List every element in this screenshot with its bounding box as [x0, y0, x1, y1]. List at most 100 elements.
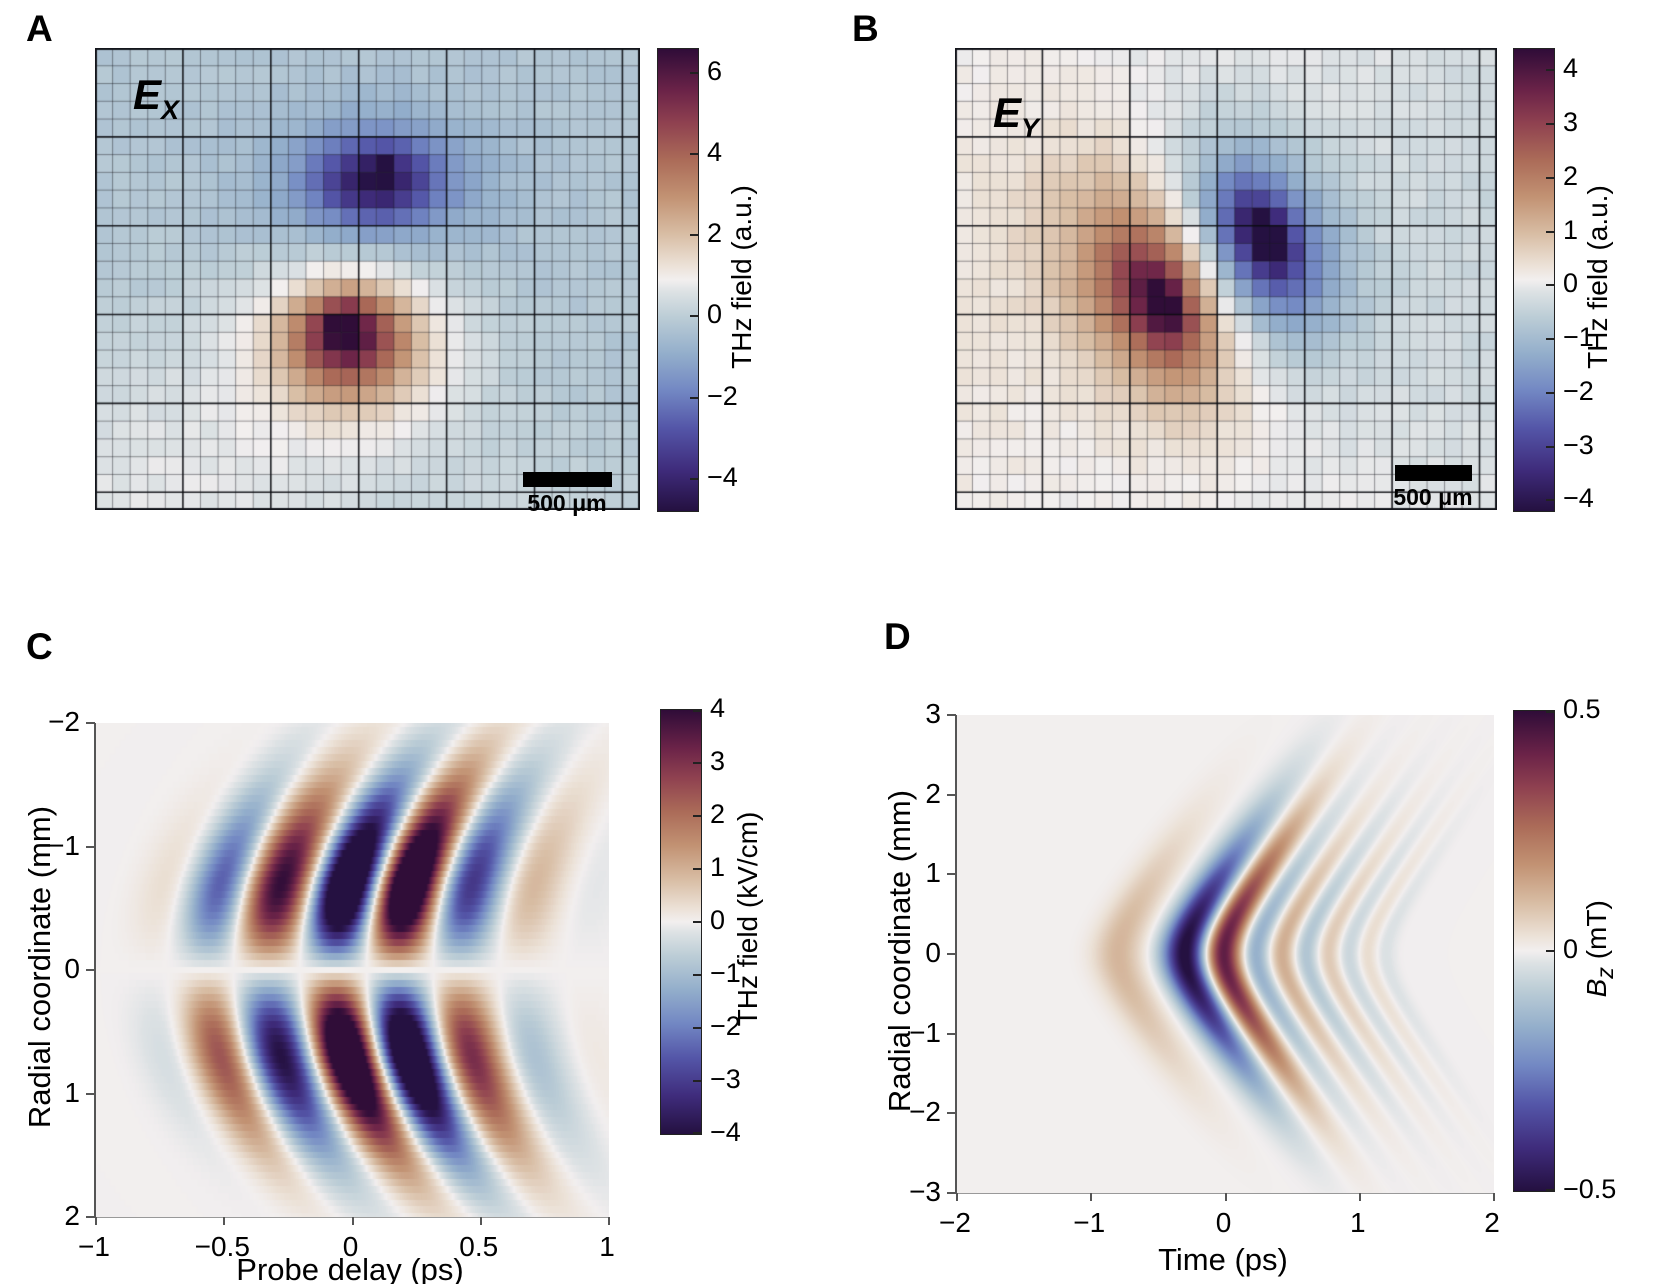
bz-symbol: B	[1581, 978, 1613, 998]
x-tick-label: 1	[1349, 1207, 1366, 1238]
heatmap-ey-canvas	[955, 48, 1497, 510]
y-tick-mark	[947, 1112, 956, 1115]
y-tick-label: −2	[909, 1096, 941, 1128]
scale-bar	[1395, 465, 1472, 481]
colorbar-tick-label: −1	[1563, 322, 1594, 353]
scale-bar-label: 500 μm	[527, 490, 607, 516]
colorbar-tick-mark	[1546, 711, 1554, 713]
colorbar-tick-label: 0	[1563, 934, 1579, 964]
x-tick-label: 2	[1484, 1207, 1500, 1238]
colorbar-tick-label: 2	[1563, 160, 1579, 191]
panel-label-b: B	[852, 8, 879, 49]
colorbar-tick-mark	[693, 710, 701, 712]
colorbar-tick-label: −4	[710, 1117, 741, 1147]
colorbar-tick-label: 0	[1563, 268, 1579, 299]
y-tick-label: −3	[909, 1176, 941, 1207]
x-tick-label: 0.5	[459, 1231, 499, 1262]
y-tick-mark	[947, 1032, 956, 1035]
y-tick-mark	[947, 793, 956, 796]
field-label-main: E	[993, 89, 1022, 136]
colorbar-ey-axis-label: THz field (a.u.)	[1582, 185, 1613, 369]
colorbar-tick-mark	[1546, 391, 1554, 394]
colorbar-tick-label: 0	[710, 905, 726, 935]
x-axis-label: Probe delay (ps)	[236, 1252, 464, 1284]
y-tick-mark	[86, 969, 95, 971]
colorbar-tick-mark	[690, 477, 698, 480]
colorbar-tick-mark	[1546, 445, 1554, 448]
colorbar-ex-axis-label: THz field (a.u.)	[726, 185, 757, 369]
y-tick-mark	[86, 845, 95, 848]
colorbar-ey	[1513, 48, 1555, 512]
colorbar-tick-label: 3	[1563, 107, 1579, 138]
y-tick-label: 2	[64, 1200, 80, 1231]
colorbar-tick-mark	[690, 72, 698, 75]
colorbar-tick-mark	[690, 396, 698, 399]
colorbar-tick-label: −1	[710, 958, 741, 988]
panel-label-c: C	[26, 626, 53, 667]
bz-map-plot	[947, 714, 1495, 1201]
x-tick-mark	[1224, 1193, 1227, 1201]
colorbar-tick-mark	[693, 974, 701, 976]
x-tick-label: −1	[1073, 1207, 1106, 1238]
y-tick-label: 3	[925, 698, 941, 729]
colorbar-tick-mark	[690, 234, 698, 237]
colorbar-tick-mark	[690, 315, 698, 318]
colorbar-tick-mark	[1546, 123, 1554, 126]
x-tick-label: −0.5	[194, 1231, 250, 1262]
colorbar-tick-mark	[690, 153, 698, 156]
colorbar-tick-mark	[1546, 284, 1554, 287]
colorbar-tick-mark	[1546, 69, 1554, 72]
colorbar-tick-mark	[693, 1027, 701, 1029]
colorbar-tick-mark	[1546, 176, 1554, 179]
colorbar-tick-label: 1	[1563, 214, 1579, 245]
y-tick-mark	[947, 873, 956, 876]
field-label-sub: X	[161, 95, 180, 125]
colorbar-bz	[1513, 710, 1555, 1192]
colorbar-tick-mark	[1546, 230, 1554, 233]
x-tick-label: −1	[78, 1231, 110, 1262]
colorbar-tick-mark	[693, 921, 701, 923]
colorbar-tick-label: 4	[710, 693, 726, 723]
colorbar-tick-mark	[1546, 499, 1554, 502]
y-tick-label: 0	[64, 953, 80, 984]
colorbar-tick-label: 6	[707, 56, 723, 87]
colorbar-tick-mark	[1546, 950, 1554, 952]
colorbar-tick-mark	[1546, 338, 1554, 341]
y-tick-label: −2	[48, 706, 80, 737]
x-tick-mark	[608, 1217, 610, 1225]
colorbar-tick-label: 2	[707, 218, 723, 249]
x-axis-label: Time (ps)	[1158, 1242, 1288, 1277]
colorbar-tick-label: −3	[1563, 429, 1594, 460]
y-tick-label: −1	[909, 1016, 941, 1048]
colorbar-tick-label: 4	[1563, 53, 1579, 84]
x-tick-mark	[1090, 1193, 1093, 1201]
colorbar-tick-label: 2	[710, 799, 726, 829]
x-tick-mark	[95, 1217, 97, 1225]
field-label-sub: Y	[1021, 113, 1040, 143]
colorbar-tick-mark	[693, 815, 701, 817]
colorbar-tick-label: −2	[707, 380, 738, 411]
y-tick-label: 2	[925, 777, 941, 809]
colorbar-tick-label: −2	[1563, 375, 1594, 406]
y-tick-mark	[86, 722, 95, 724]
colorbar-tick-label: 0.5	[1563, 694, 1601, 724]
scale-bar	[523, 472, 612, 487]
colorbar-ex	[657, 48, 699, 512]
colorbar-tick-label: −0.5	[1563, 1174, 1617, 1204]
colorbar-tick-label: −4	[707, 461, 738, 492]
y-tick-mark	[947, 953, 956, 955]
x-tick-mark	[223, 1217, 226, 1225]
x-tick-label: 0	[1215, 1207, 1232, 1238]
colorbar-tick-mark	[693, 1132, 701, 1134]
x-tick-label: −2	[939, 1207, 971, 1238]
y-tick-mark	[86, 1092, 95, 1095]
heatmap-ex-plot: EX 500 μm	[95, 48, 640, 516]
field-component-label-ey: EY	[993, 92, 1039, 142]
colorbar-tick-mark	[693, 1080, 701, 1082]
x-tick-mark	[351, 1217, 354, 1225]
bz-map-canvas	[957, 715, 1494, 1193]
x-tick-mark	[1358, 1193, 1361, 1201]
colorbar-tick-label: 3	[710, 746, 726, 776]
y-tick-label: 1	[64, 1076, 80, 1108]
